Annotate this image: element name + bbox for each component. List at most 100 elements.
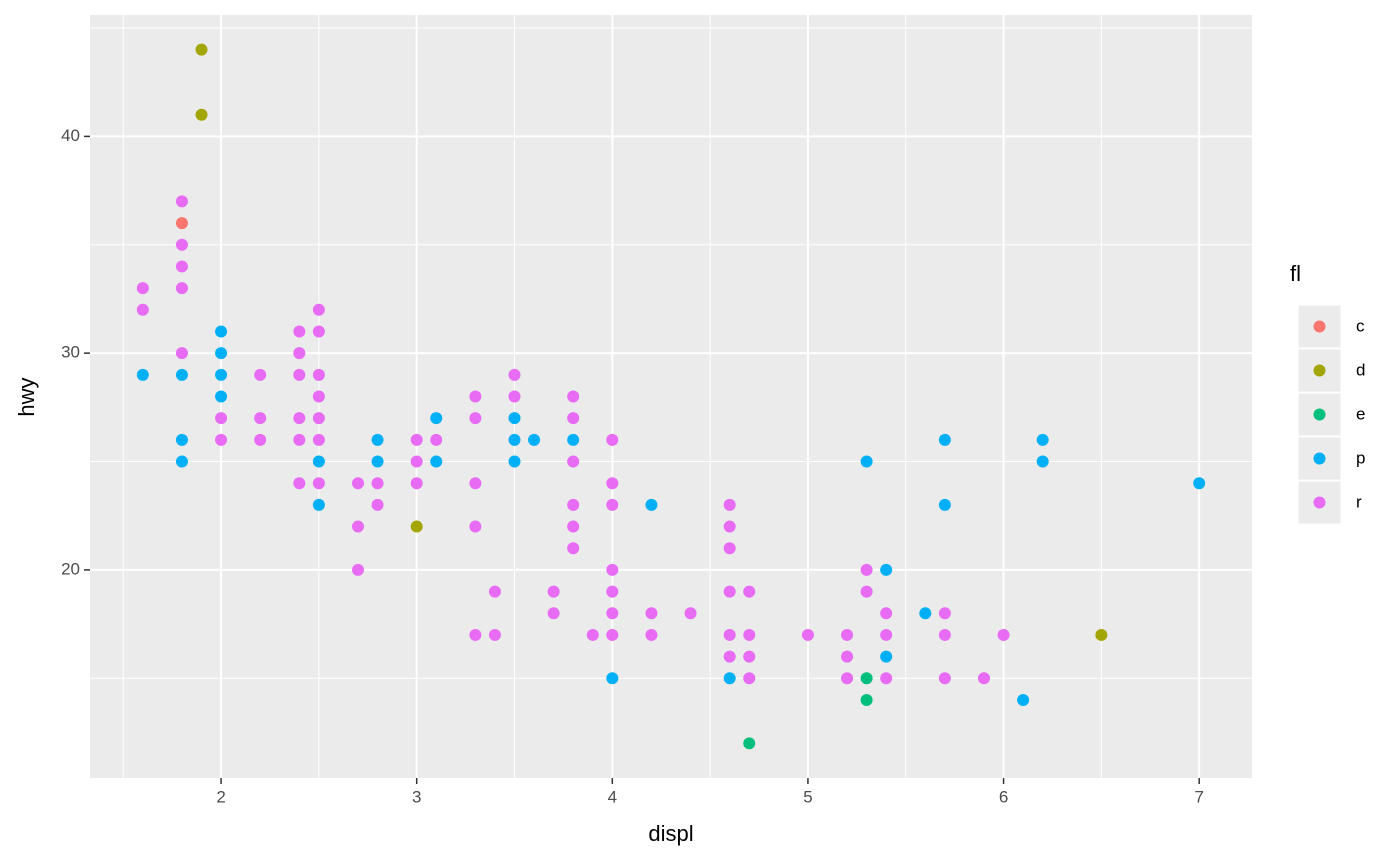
point xyxy=(312,412,325,425)
point xyxy=(997,628,1010,641)
x-tick-label: 3 xyxy=(412,787,421,806)
point xyxy=(136,368,149,381)
point xyxy=(352,477,365,490)
point xyxy=(469,628,482,641)
point xyxy=(880,628,893,641)
point xyxy=(312,433,325,446)
point xyxy=(371,433,384,446)
point xyxy=(606,607,619,620)
point xyxy=(977,672,990,685)
point xyxy=(860,585,873,598)
point xyxy=(293,412,306,425)
points xyxy=(136,43,1206,750)
point xyxy=(430,433,443,446)
point xyxy=(1095,628,1108,641)
point xyxy=(469,390,482,403)
point xyxy=(528,433,541,446)
point xyxy=(723,498,736,511)
point xyxy=(430,455,443,468)
y-tick-label: 40 xyxy=(61,126,80,145)
point xyxy=(1193,477,1206,490)
point xyxy=(919,607,932,620)
point xyxy=(136,303,149,316)
y-tick-label: 30 xyxy=(61,343,80,362)
point xyxy=(175,368,188,381)
legend-swatch xyxy=(1313,364,1326,377)
point xyxy=(723,650,736,663)
point xyxy=(880,650,893,663)
point xyxy=(175,455,188,468)
point xyxy=(136,282,149,295)
point xyxy=(371,455,384,468)
point xyxy=(175,195,188,208)
point xyxy=(312,368,325,381)
point xyxy=(743,628,756,641)
point xyxy=(880,607,893,620)
point xyxy=(508,412,521,425)
point xyxy=(508,390,521,403)
point xyxy=(469,412,482,425)
point xyxy=(293,433,306,446)
x-axis-label: displ xyxy=(648,821,693,846)
point xyxy=(938,672,951,685)
point xyxy=(645,607,658,620)
point xyxy=(606,433,619,446)
legend-swatch xyxy=(1313,408,1326,421)
legend: c d e p r xyxy=(1297,304,1365,525)
x-tick-label: 2 xyxy=(216,787,225,806)
point xyxy=(606,585,619,598)
point xyxy=(488,628,501,641)
panel xyxy=(90,15,1252,778)
point xyxy=(606,498,619,511)
point xyxy=(723,520,736,533)
point xyxy=(743,672,756,685)
point xyxy=(488,585,501,598)
point xyxy=(547,607,560,620)
point xyxy=(312,455,325,468)
legend-swatch xyxy=(1313,496,1326,509)
legend-label: p xyxy=(1356,448,1365,467)
point xyxy=(371,498,384,511)
point xyxy=(586,628,599,641)
point xyxy=(801,628,814,641)
x-tick-label: 7 xyxy=(1194,787,1203,806)
point xyxy=(567,498,580,511)
point xyxy=(743,650,756,663)
point xyxy=(312,477,325,490)
point xyxy=(645,498,658,511)
point xyxy=(723,585,736,598)
point xyxy=(841,628,854,641)
point xyxy=(567,433,580,446)
point xyxy=(567,390,580,403)
x-tick-label: 5 xyxy=(803,787,812,806)
point xyxy=(938,628,951,641)
point xyxy=(743,737,756,750)
point xyxy=(645,628,658,641)
point xyxy=(606,672,619,685)
point xyxy=(293,368,306,381)
point xyxy=(312,498,325,511)
legend-swatch xyxy=(1313,320,1326,333)
point xyxy=(254,368,267,381)
point xyxy=(175,347,188,360)
point xyxy=(606,628,619,641)
point xyxy=(860,563,873,576)
point xyxy=(469,520,482,533)
point xyxy=(469,477,482,490)
point xyxy=(312,390,325,403)
legend-swatch xyxy=(1313,452,1326,465)
point xyxy=(606,477,619,490)
point xyxy=(508,433,521,446)
point xyxy=(938,433,951,446)
y-axis-label: hwy xyxy=(14,377,39,416)
point xyxy=(215,325,228,338)
point xyxy=(567,455,580,468)
point xyxy=(175,282,188,295)
legend-label: c xyxy=(1356,316,1365,335)
point xyxy=(841,672,854,685)
point xyxy=(723,542,736,555)
point xyxy=(215,390,228,403)
grid xyxy=(90,15,1252,778)
point xyxy=(352,520,365,533)
point xyxy=(880,672,893,685)
